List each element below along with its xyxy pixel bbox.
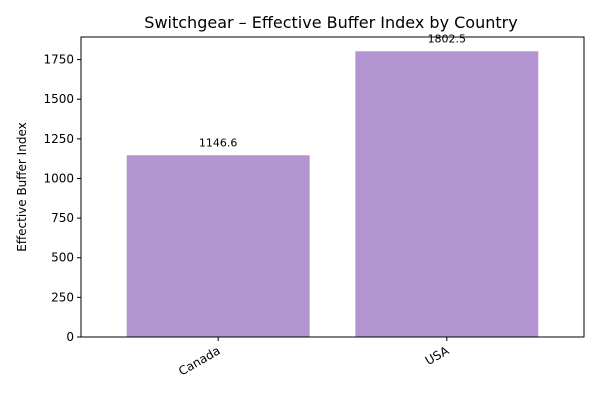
chart-title: Switchgear – Effective Buffer Index by C… xyxy=(144,13,517,32)
y-axis: 0 250 500 750 1000 1250 1500 1750 xyxy=(43,53,81,344)
y-tick-label: 0 xyxy=(66,330,74,344)
data-labels-group: 1146.6 1802.5 xyxy=(199,32,466,149)
bar-usa xyxy=(355,51,539,337)
x-tick-label-canada: Canada xyxy=(176,343,223,378)
y-tick-label: 1500 xyxy=(43,92,74,106)
y-tick-label: 1250 xyxy=(43,132,74,146)
y-tick-label: 1750 xyxy=(43,53,74,67)
x-axis: Canada USA xyxy=(176,337,452,378)
y-axis-label: Effective Buffer Index xyxy=(15,122,29,251)
bars-group xyxy=(126,51,539,337)
y-tick-label: 500 xyxy=(51,251,74,265)
data-label-usa: 1802.5 xyxy=(428,32,467,45)
y-tick-label: 1000 xyxy=(43,171,74,185)
y-tick-label: 250 xyxy=(51,290,74,304)
x-tick-label-usa: USA xyxy=(423,343,452,368)
bar-canada xyxy=(126,155,310,337)
data-label-canada: 1146.6 xyxy=(199,136,238,149)
plot-frame xyxy=(80,36,585,338)
y-tick-label: 750 xyxy=(51,211,74,225)
